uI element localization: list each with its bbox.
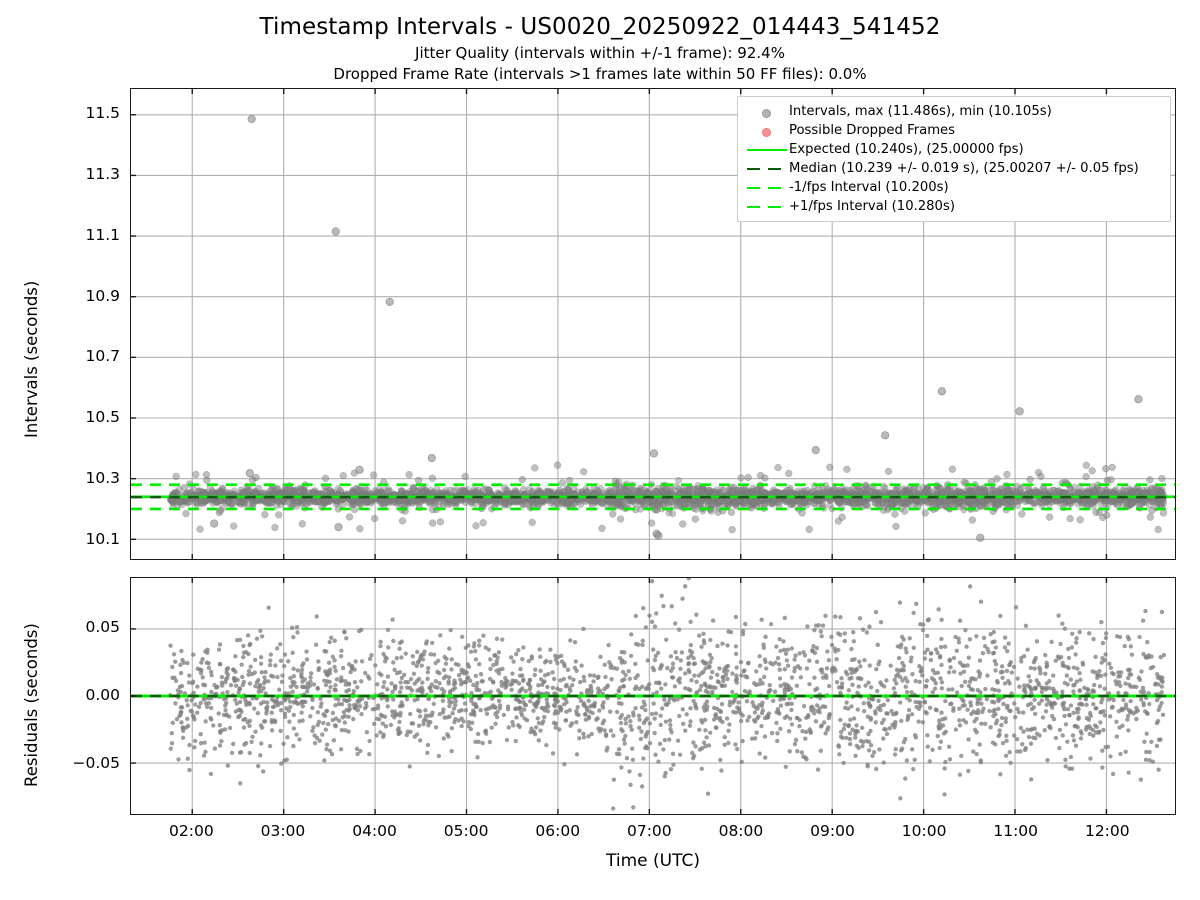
legend-item-label: Median (10.239 +/- 0.019 s), (25.00207 +… [789,161,1139,177]
y-tick-label: 10.1 [48,532,120,548]
legend-item-label: Possible Dropped Frames [789,123,955,139]
jitter-quality-subtitle: Jitter Quality (intervals within +/-1 fr… [0,44,1200,62]
legend-marker-dashed [747,206,787,209]
y-tick-label: 10.7 [48,349,120,365]
x-axis-label: Time (UTC) [130,851,1176,871]
y-tick-label: 0.00 [48,688,120,704]
y-tick-label: 11.3 [48,167,120,183]
y-tick-label: 11.1 [48,228,120,244]
y-tick-label: 0.05 [48,620,120,636]
x-tick-label: 12:00 [1072,822,1142,840]
x-tick-label: 09:00 [798,822,868,840]
x-tick-label: 02:00 [156,822,226,840]
residuals-plot-area [130,577,1176,815]
y-axis-label-residuals: Residuals (seconds) [22,623,41,787]
x-tick-label: 10:00 [889,822,959,840]
legend-key-solid [745,142,789,158]
y-tick-label: 10.3 [48,471,120,487]
legend-marker-dashed [747,168,787,171]
x-tick-label: 07:00 [614,822,684,840]
legend-marker-dot [762,128,771,137]
y-tick-label: 10.9 [48,289,120,305]
legend-item: Median (10.239 +/- 0.019 s), (25.00207 +… [745,159,1163,178]
legend-key-dashed [745,180,789,196]
y-axis-label-intervals: Intervals (seconds) [22,281,41,438]
legend-item-label: -1/fps Interval (10.200s) [789,180,949,196]
y-tick-label: −0.05 [48,756,120,772]
legend-key-dashed [745,199,789,215]
legend-marker-dot [762,109,771,118]
legend-item-label: Expected (10.240s), (25.00000 fps) [789,142,1024,158]
x-tick-label: 05:00 [431,822,501,840]
legend-marker-line [747,149,787,152]
dropped-frame-rate-subtitle: Dropped Frame Rate (intervals >1 frames … [0,65,1200,83]
legend-item: -1/fps Interval (10.200s) [745,178,1163,197]
page-title: Timestamp Intervals - US0020_20250922_01… [0,14,1200,40]
residuals-plot-svg [131,578,1175,814]
x-tick-label: 04:00 [340,822,410,840]
legend-item-label: Intervals, max (11.486s), min (10.105s) [789,104,1052,120]
legend-item: +1/fps Interval (10.280s) [745,197,1163,216]
x-tick-label: 03:00 [248,822,318,840]
legend-item: Expected (10.240s), (25.00000 fps) [745,140,1163,159]
legend-key-dashed [745,161,789,177]
legend-item: Intervals, max (11.486s), min (10.105s) [745,102,1163,121]
x-tick-label: 08:00 [706,822,776,840]
y-tick-label: 11.5 [48,106,120,122]
legend-box: Intervals, max (11.486s), min (10.105s) P… [737,96,1171,222]
x-tick-label: 06:00 [523,822,593,840]
x-tick-label: 11:00 [981,822,1051,840]
legend-key-dot [745,123,789,139]
legend-item-label: +1/fps Interval (10.280s) [789,199,955,215]
legend-marker-dashed [747,187,787,190]
legend-key-dot [745,104,789,120]
legend-item: Possible Dropped Frames [745,121,1163,140]
figure-canvas: Timestamp Intervals - US0020_20250922_01… [0,0,1200,900]
residual-points [168,578,1166,811]
y-tick-label: 10.5 [48,410,120,426]
